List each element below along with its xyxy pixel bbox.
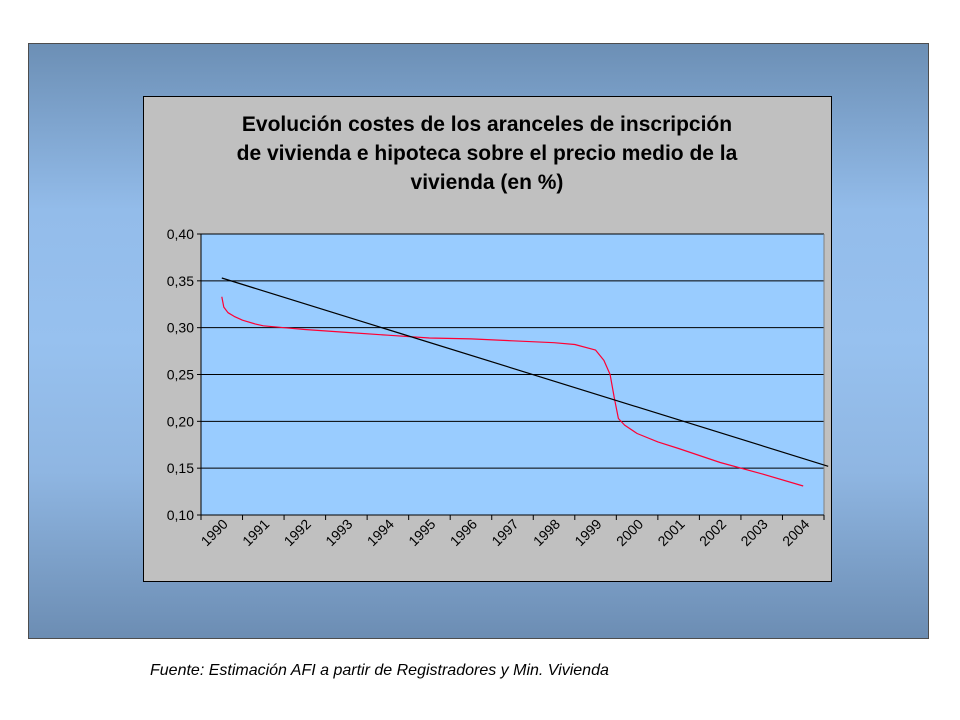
x-tick-label: 2002: [696, 516, 729, 549]
x-tick-label: 1992: [281, 516, 314, 549]
chart-title-line-1: Evolución costes de los aranceles de ins…: [241, 113, 733, 136]
y-tick-label: 0,30: [167, 320, 194, 336]
source-note: Fuente: Estimación AFI a partir de Regis…: [150, 662, 609, 679]
x-tick-label: 1993: [322, 516, 355, 549]
chart-title-line-3: vivienda (en %): [410, 171, 564, 194]
x-tick-label: 1995: [405, 516, 438, 549]
chart-title-line-2: de vivienda e hipoteca sobre el precio m…: [236, 142, 738, 165]
x-tick-label: 1999: [571, 516, 604, 549]
x-tick-label: 1998: [530, 516, 563, 549]
y-tick-label: 0,20: [167, 413, 194, 429]
y-tick-label: 0,40: [167, 226, 194, 242]
chart-svg: 0,10 0,15 0,20 0,25 0,30 0,35 0,40 1990 1991 1992…: [167, 226, 829, 549]
x-tick-label: 2004: [779, 516, 812, 549]
x-tick-label: 1990: [198, 516, 231, 549]
series-layer: [221, 277, 829, 487]
x-tick-label: 1997: [488, 516, 521, 549]
x-tick-label: 1991: [239, 516, 272, 549]
chart-title: Evolución costes de los aranceles de ins…: [144, 110, 830, 197]
x-tick-label: 2001: [654, 516, 687, 549]
series-line-red: [221, 296, 804, 487]
y-tick-label: 0,10: [167, 507, 194, 523]
x-tick-label: 2000: [613, 516, 646, 549]
x-tick-label: 2003: [737, 516, 770, 549]
series-line-black: [221, 277, 829, 467]
y-tick-label: 0,15: [167, 460, 194, 476]
y-tick-label: 0,35: [167, 273, 194, 289]
x-tick-label: 1994: [364, 516, 397, 549]
y-tick-label: 0,25: [167, 367, 194, 383]
x-tick-label: 1996: [447, 516, 480, 549]
chart-area: 0,10 0,15 0,20 0,25 0,30 0,35 0,40 1990 1991 1992…: [143, 96, 832, 582]
